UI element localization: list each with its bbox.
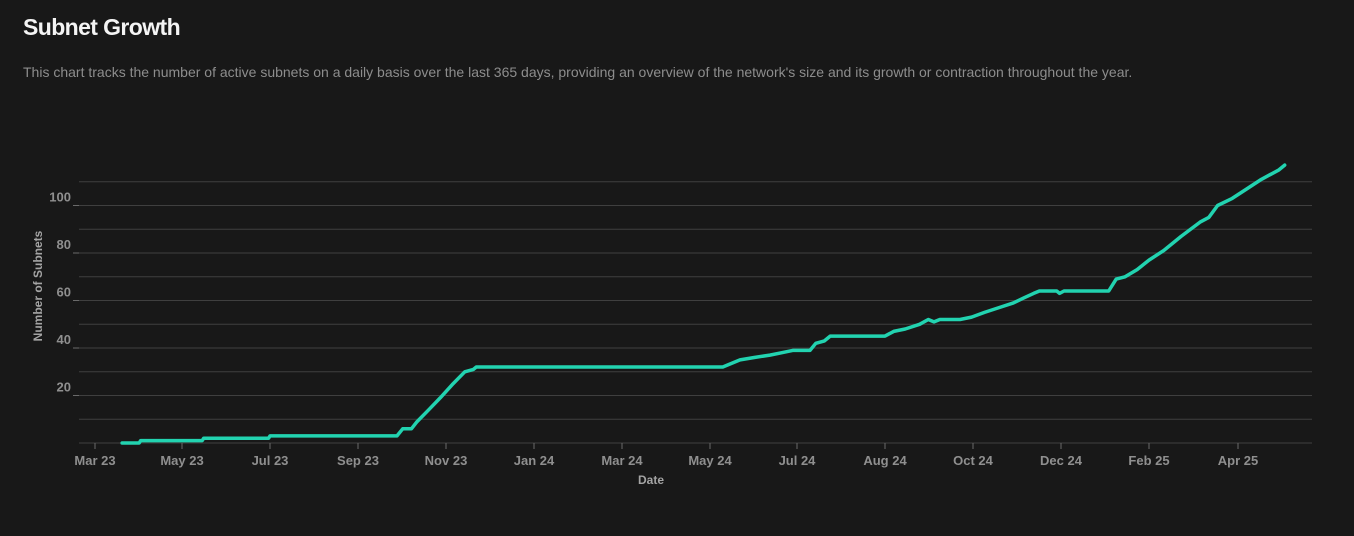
y-axis-title: Number of Subnets bbox=[31, 230, 45, 341]
x-tick-label: Mar 23 bbox=[74, 453, 115, 468]
gridlines bbox=[79, 181, 1312, 444]
x-tick-label: Apr 25 bbox=[1218, 453, 1258, 468]
x-tick-label: Jul 24 bbox=[779, 453, 817, 468]
y-tick-label: 40 bbox=[57, 332, 71, 347]
x-tick-label: Nov 23 bbox=[425, 453, 468, 468]
x-tick-label: Dec 24 bbox=[1040, 453, 1083, 468]
x-tick-label: Oct 24 bbox=[953, 453, 994, 468]
x-tick-label: Jul 23 bbox=[252, 453, 289, 468]
x-tick-label: Sep 23 bbox=[337, 453, 379, 468]
series-line[interactable] bbox=[120, 163, 1287, 445]
x-tick-label: Feb 25 bbox=[1128, 453, 1169, 468]
x-axis-title: Date bbox=[638, 473, 664, 487]
y-axis: 20 40 60 80 100 bbox=[49, 190, 79, 396]
chart-description: This chart tracks the number of active s… bbox=[23, 64, 1133, 80]
y-tick-label: 100 bbox=[49, 190, 71, 205]
y-tick-label: 80 bbox=[57, 237, 71, 252]
chart-title: Subnet Growth bbox=[23, 14, 181, 40]
x-tick-label: Mar 24 bbox=[601, 453, 643, 468]
x-tick-label: Aug 24 bbox=[863, 453, 907, 468]
x-tick-label: Jan 24 bbox=[514, 453, 555, 468]
x-tick-label: May 23 bbox=[160, 453, 203, 468]
x-axis: Mar 23 May 23 Jul 23 Sep 23 Nov 23 Jan 24 Mar … bbox=[74, 443, 1258, 468]
y-tick-label: 60 bbox=[57, 285, 71, 300]
x-tick-label: May 24 bbox=[688, 453, 732, 468]
y-tick-label: 20 bbox=[57, 380, 71, 395]
